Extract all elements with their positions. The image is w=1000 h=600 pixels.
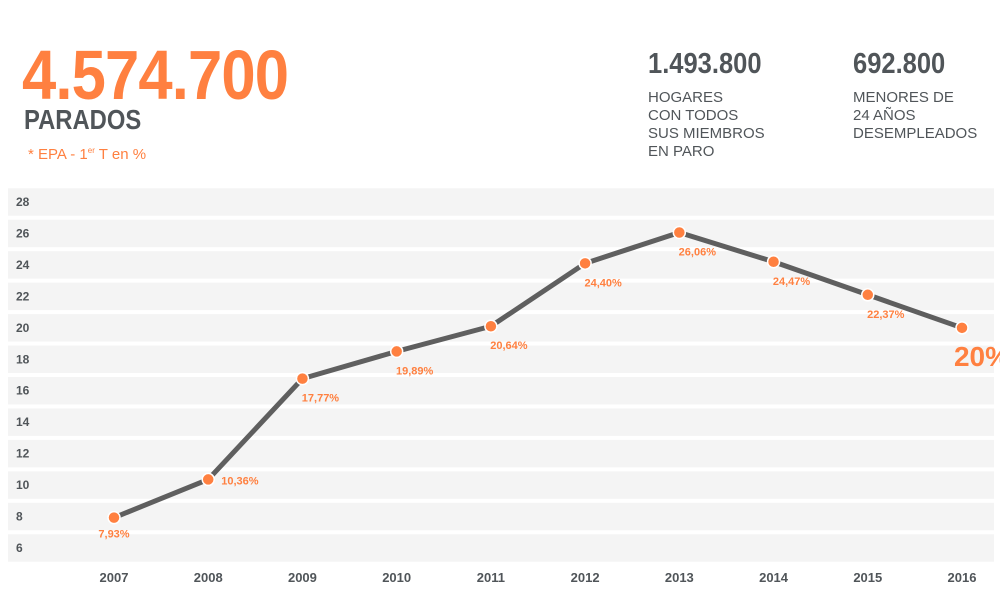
data-labels: 7,93% 10,36% 17,77% 19,89% 20,64% 24,40% 26,06… (98, 247, 1000, 541)
grid-band (8, 251, 994, 279)
grid-band (8, 502, 994, 531)
data-point (672, 225, 687, 240)
x-tick-label: 2009 (288, 570, 317, 585)
y-tick-label: 20 (16, 321, 30, 335)
data-point (861, 288, 875, 302)
x-tick-label: 2011 (477, 570, 505, 585)
y-tick-label: 26 (16, 226, 30, 240)
series-line-group (111, 230, 965, 521)
grid-band (8, 534, 994, 562)
y-tick-label: 14 (16, 415, 30, 429)
stat-description: MENORES DE 24 AÑOS DESEMPLEADOS (853, 89, 978, 142)
grid-band (8, 345, 994, 373)
stat-households: 1.493.800 HOGARES CON TODOS SUS MIEMBROS… (648, 50, 777, 161)
data-point (201, 472, 215, 487)
grid-band (8, 471, 994, 499)
grid-band (8, 408, 994, 436)
data-label: 7,93% (98, 529, 129, 541)
headline-label: PARADOS (24, 104, 142, 135)
x-tick-label: 2013 (665, 570, 694, 585)
data-point (955, 321, 969, 335)
y-tick-label: 12 (16, 447, 30, 461)
data-label: 22,37% (867, 309, 905, 321)
y-tick-label: 6 (16, 541, 23, 555)
stat-youth: 692.800 MENORES DE 24 AÑOS DESEMPLEADOS (853, 50, 977, 143)
x-tick-label: 2015 (853, 570, 882, 585)
y-tick-label: 16 (16, 384, 30, 398)
grid-band (8, 377, 994, 405)
x-tick-label: 2008 (194, 570, 223, 585)
x-tick-label: 2014 (759, 570, 789, 585)
data-point (578, 256, 592, 271)
data-label: 10,36% (221, 475, 259, 487)
x-axis-ticks: 2007 2008 2009 2010 2011 2012 2013 2014 2015 2016 (100, 570, 977, 585)
data-point (107, 510, 121, 525)
y-tick-label: 8 (16, 510, 23, 524)
source-note-suffix: T en % (94, 146, 147, 163)
x-tick-label: 2016 (948, 570, 977, 585)
x-tick-label: 2007 (100, 570, 129, 585)
data-label: 17,77% (302, 393, 340, 405)
x-tick-label: 2012 (571, 570, 600, 585)
data-point (484, 319, 498, 333)
data-point (766, 255, 781, 269)
grid-bands (8, 188, 994, 562)
grid-band (8, 188, 994, 216)
y-axis-ticks: 6 8 10 12 14 16 18 20 22 24 26 28 (16, 195, 30, 555)
data-label: 20% (954, 341, 1000, 372)
data-label: 19,89% (396, 365, 434, 377)
data-label: 26,06% (679, 247, 717, 259)
headline-value: 4.574.700 (22, 36, 289, 114)
y-tick-label: 18 (16, 352, 30, 366)
y-tick-label: 22 (16, 289, 30, 303)
x-tick-label: 2010 (382, 570, 411, 585)
y-tick-label: 28 (16, 195, 30, 209)
data-label: 24,47% (773, 276, 811, 288)
grid-band (8, 439, 994, 468)
data-label: 24,40% (584, 277, 622, 289)
y-tick-label: 10 (16, 478, 30, 492)
data-point (295, 371, 310, 386)
source-note-prefix: * EPA - 1 (28, 146, 88, 163)
data-points (107, 225, 969, 525)
stat-description: HOGARES CON TODOS SUS MIEMBROS EN PARO (648, 89, 765, 160)
data-label: 20,64% (490, 340, 528, 352)
grid-band (8, 219, 994, 248)
grid-band (8, 282, 994, 311)
stat-value: 692.800 (853, 48, 946, 80)
source-note-sup: er (87, 146, 95, 155)
source-note: * EPA - 1er T en % (28, 146, 146, 163)
series-line (111, 230, 965, 521)
data-point (389, 344, 404, 359)
y-tick-label: 24 (16, 258, 30, 272)
stat-value: 1.493.800 (648, 48, 762, 80)
